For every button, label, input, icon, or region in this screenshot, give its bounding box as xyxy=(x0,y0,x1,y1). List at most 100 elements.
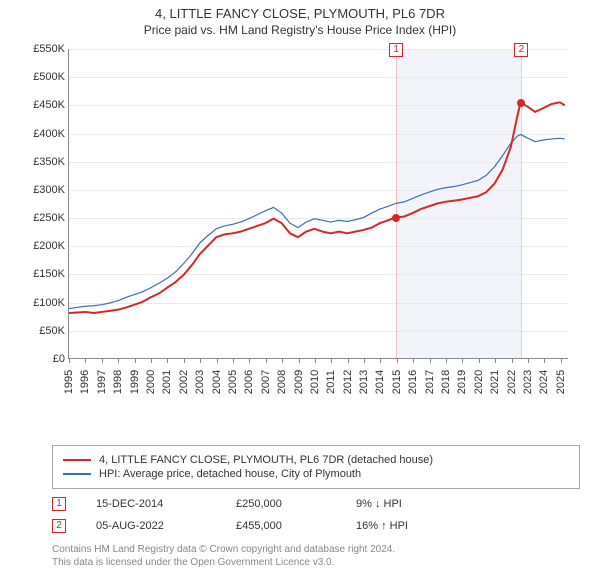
sale-marker-flag: 2 xyxy=(514,43,528,57)
x-tick xyxy=(184,358,185,363)
sale-marker: 1 xyxy=(52,497,66,511)
sale-marker: 2 xyxy=(52,519,66,533)
series-line xyxy=(69,134,565,308)
x-tick xyxy=(364,358,365,363)
x-tick xyxy=(102,358,103,363)
x-axis-label: 2013 xyxy=(358,370,370,394)
y-axis-label: £300K xyxy=(21,184,65,196)
x-axis-label: 2020 xyxy=(473,370,485,394)
legend-item: HPI: Average price, detached house, City… xyxy=(63,468,569,480)
x-axis-label: 2002 xyxy=(178,370,190,394)
x-axis-label: 2025 xyxy=(555,370,567,394)
legend-swatch xyxy=(63,459,91,461)
x-tick xyxy=(561,358,562,363)
x-axis-label: 2017 xyxy=(424,370,436,394)
x-axis-label: 1996 xyxy=(79,370,91,394)
x-axis-label: 2024 xyxy=(538,370,550,394)
x-tick xyxy=(85,358,86,363)
y-axis-label: £50K xyxy=(21,325,65,337)
x-tick xyxy=(135,358,136,363)
page-subtitle: Price paid vs. HM Land Registry's House … xyxy=(0,23,600,37)
sale-guide-line xyxy=(396,57,397,359)
x-axis-label: 2014 xyxy=(374,370,386,394)
x-axis-label: 2006 xyxy=(243,370,255,394)
x-tick xyxy=(151,358,152,363)
x-axis-label: 1997 xyxy=(96,370,108,394)
x-axis-label: 1999 xyxy=(129,370,141,394)
x-tick xyxy=(118,358,119,363)
legend-swatch xyxy=(63,473,91,475)
chart-area: £0 £50K £100K £150K £200K £250K £300K £350K £400… xyxy=(20,41,580,401)
legend-label: 4, LITTLE FANCY CLOSE, PLYMOUTH, PL6 7DR… xyxy=(99,454,433,466)
x-tick xyxy=(200,358,201,363)
sale-row: 1 15-DEC-2014 £250,000 9% ↓ HPI xyxy=(52,497,600,511)
x-tick xyxy=(495,358,496,363)
sale-delta: 16% ↑ HPI xyxy=(356,520,408,532)
series-svg xyxy=(69,49,568,358)
x-tick xyxy=(282,358,283,363)
x-axis-label: 2019 xyxy=(456,370,468,394)
sale-guide-line xyxy=(521,57,522,359)
x-tick xyxy=(348,358,349,363)
x-tick xyxy=(331,358,332,363)
legend-item: 4, LITTLE FANCY CLOSE, PLYMOUTH, PL6 7DR… xyxy=(63,454,569,466)
x-axis-label: 2021 xyxy=(489,370,501,394)
x-tick xyxy=(315,358,316,363)
y-axis-label: £100K xyxy=(21,297,65,309)
x-axis-label: 1995 xyxy=(63,370,75,394)
x-axis-label: 2022 xyxy=(506,370,518,394)
plot-region: £0£50K£100K£150K£200K£250K£300K£350K£400… xyxy=(68,49,568,359)
x-tick xyxy=(217,358,218,363)
x-axis-label: 2023 xyxy=(522,370,534,394)
x-tick xyxy=(413,358,414,363)
x-tick xyxy=(249,358,250,363)
x-axis-label: 2010 xyxy=(309,370,321,394)
page-title: 4, LITTLE FANCY CLOSE, PLYMOUTH, PL6 7DR xyxy=(0,6,600,21)
legend-label: HPI: Average price, detached house, City… xyxy=(99,468,361,480)
y-axis-label: £250K xyxy=(21,212,65,224)
x-axis-label: 2018 xyxy=(440,370,452,394)
x-axis-label: 2009 xyxy=(293,370,305,394)
y-axis-label: £200K xyxy=(21,240,65,252)
footnote-line: This data is licensed under the Open Gov… xyxy=(52,556,580,569)
x-axis-label: 2008 xyxy=(276,370,288,394)
legend: 4, LITTLE FANCY CLOSE, PLYMOUTH, PL6 7DR… xyxy=(52,445,580,489)
sale-date: 05-AUG-2022 xyxy=(96,520,206,532)
x-tick xyxy=(380,358,381,363)
x-axis-label: 2016 xyxy=(407,370,419,394)
y-axis-label: £450K xyxy=(21,99,65,111)
x-tick xyxy=(462,358,463,363)
y-axis-label: £350K xyxy=(21,156,65,168)
y-axis-label: £500K xyxy=(21,71,65,83)
sale-delta: 9% ↓ HPI xyxy=(356,498,402,510)
x-axis-label: 2004 xyxy=(211,370,223,394)
sale-marker-flag: 1 xyxy=(389,43,403,57)
x-tick xyxy=(512,358,513,363)
y-axis-label: £0 xyxy=(21,353,65,365)
x-tick xyxy=(69,358,70,363)
footnote: Contains HM Land Registry data © Crown c… xyxy=(52,543,580,569)
sale-price: £455,000 xyxy=(236,520,326,532)
x-tick xyxy=(430,358,431,363)
x-axis-label: 2000 xyxy=(145,370,157,394)
sale-date: 15-DEC-2014 xyxy=(96,498,206,510)
sale-row: 2 05-AUG-2022 £455,000 16% ↑ HPI xyxy=(52,519,600,533)
x-tick xyxy=(479,358,480,363)
sale-price: £250,000 xyxy=(236,498,326,510)
x-tick xyxy=(233,358,234,363)
x-axis-label: 2007 xyxy=(260,370,272,394)
x-axis-label: 2005 xyxy=(227,370,239,394)
x-axis-label: 2003 xyxy=(194,370,206,394)
series-line xyxy=(69,102,565,313)
x-axis-label: 2011 xyxy=(325,370,337,394)
x-axis-label: 1998 xyxy=(112,370,124,394)
x-tick xyxy=(528,358,529,363)
x-axis-label: 2015 xyxy=(391,370,403,394)
x-axis-label: 2001 xyxy=(161,370,173,394)
y-axis-label: £400K xyxy=(21,128,65,140)
x-tick xyxy=(167,358,168,363)
x-axis-label: 2012 xyxy=(342,370,354,394)
y-axis-label: £550K xyxy=(21,43,65,55)
y-axis-label: £150K xyxy=(21,268,65,280)
x-tick xyxy=(446,358,447,363)
